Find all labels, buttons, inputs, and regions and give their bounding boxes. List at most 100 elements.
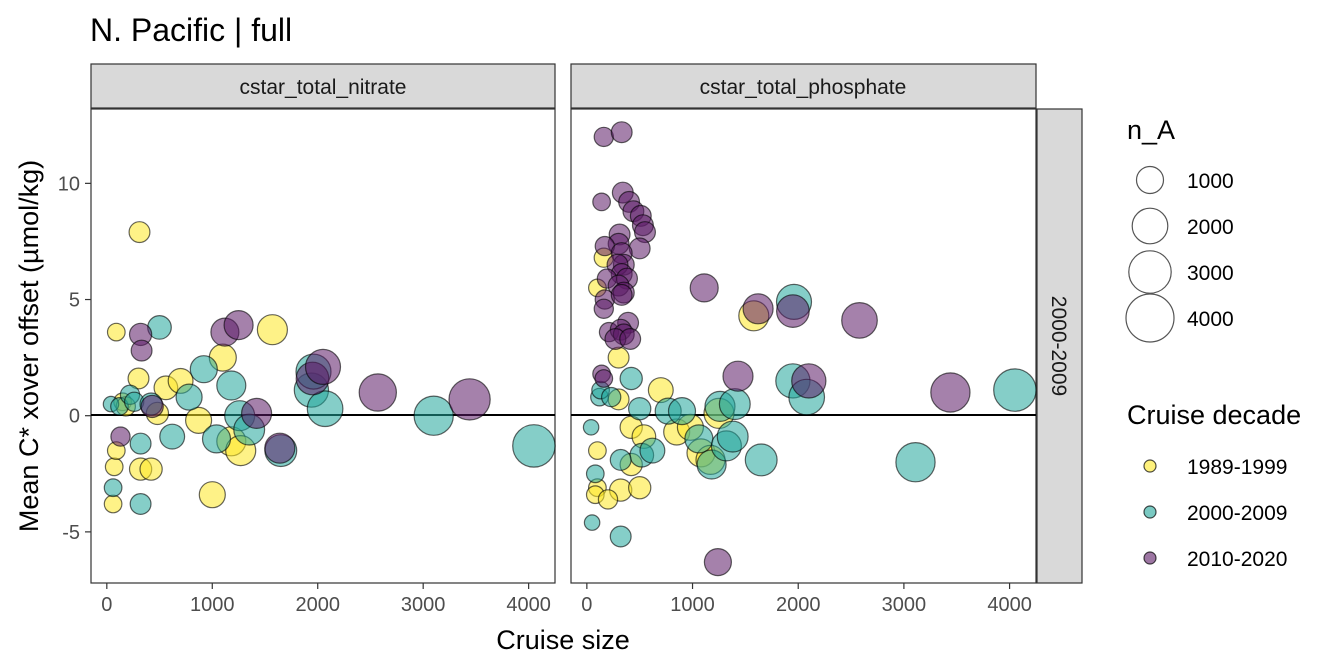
color-legend-key-2 — [1143, 551, 1157, 565]
color-legend-key-0 — [1143, 459, 1157, 473]
color-legend-label-1: 2000-2009 — [1187, 502, 1287, 525]
y-tick-label-3: 10 — [58, 173, 80, 195]
y-tick-label-0: -5 — [62, 522, 80, 544]
strip-right-label: cstar_total_phosphate — [700, 76, 907, 99]
strip-left-label: cstar_total_nitrate — [240, 76, 407, 99]
point-right-40 — [895, 442, 936, 483]
point-right-46 — [593, 126, 615, 148]
point-right-25 — [628, 397, 652, 421]
point-right-19 — [597, 489, 619, 510]
point-right-84 — [930, 372, 971, 413]
point-right-16 — [588, 441, 607, 461]
point-left-44 — [110, 426, 131, 447]
point-left-0 — [128, 221, 151, 244]
size-legend-label-2: 3000 — [1187, 262, 1234, 285]
point-right-77 — [594, 369, 614, 388]
point-right-34 — [716, 420, 749, 453]
point-left-25 — [175, 383, 203, 411]
point-left-28 — [216, 370, 247, 401]
point-left-42 — [130, 339, 153, 362]
size-legend-title: n_A — [1127, 115, 1175, 145]
x-tick-label-right-2: 2000 — [776, 594, 821, 616]
axes: 0 1000 2000 3000 4000 0 1000 2000 3000 4000 -5 0 5 10 — [58, 173, 1032, 616]
color-legend: Cruise decade 1989-1999 2000-2009 2010-202… — [1127, 400, 1301, 571]
point-right-2 — [607, 346, 630, 369]
point-left-51 — [358, 373, 397, 412]
point-left-39 — [103, 478, 123, 498]
point-right-43 — [583, 514, 601, 531]
point-right-42 — [585, 464, 605, 484]
point-left-26 — [189, 355, 218, 384]
size-legend-key-2 — [1128, 250, 1172, 294]
point-right-20 — [582, 418, 600, 436]
x-tick-label-left-3: 3000 — [401, 594, 446, 616]
x-tick-label-right-1: 1000 — [670, 594, 715, 616]
x-tick-label-right-0: 0 — [581, 594, 592, 616]
point-left-15 — [139, 457, 163, 481]
color-legend-label-0: 1989-1999 — [1187, 456, 1287, 479]
strip-left — [90, 63, 556, 109]
color-legend-key-1 — [1143, 505, 1157, 519]
points-left — [102, 221, 556, 516]
panel-right-frame — [570, 108, 1037, 584]
x-tick-label-right-3: 3000 — [882, 594, 927, 616]
point-left-37 — [129, 432, 152, 455]
point-right-15 — [628, 476, 652, 500]
point-left-2 — [127, 367, 150, 390]
point-left-43 — [140, 394, 164, 419]
point-right-36 — [744, 443, 778, 477]
y-axis-title: Mean C* xover offset (µmol/kg) — [14, 160, 44, 532]
point-left-50 — [304, 348, 342, 385]
point-right-45 — [609, 448, 632, 471]
strip-right — [570, 63, 1037, 109]
panel-left-frame — [90, 108, 556, 584]
point-right-81 — [841, 302, 878, 339]
point-left-38 — [129, 493, 152, 516]
point-right-58 — [628, 237, 651, 260]
point-right-85 — [703, 547, 733, 577]
x-axis-title: Cruise size — [496, 625, 630, 655]
point-right-41 — [993, 368, 1037, 412]
color-legend-title: Cruise decade — [1127, 400, 1301, 430]
point-right-24 — [619, 366, 643, 391]
chart-title: N. Pacific | full — [90, 12, 292, 48]
point-left-8 — [185, 406, 213, 434]
point-left-27 — [201, 424, 232, 454]
point-right-29 — [667, 397, 697, 426]
point-right-78 — [689, 273, 719, 303]
point-left-1 — [106, 322, 126, 342]
point-left-46 — [223, 310, 254, 341]
point-right-82 — [722, 360, 754, 392]
point-left-16 — [104, 457, 124, 477]
point-left-47 — [241, 397, 273, 429]
size-legend-key-1 — [1131, 207, 1169, 245]
y-tick-label-2: 5 — [69, 290, 80, 312]
point-right-30 — [684, 424, 714, 454]
point-left-35 — [413, 395, 454, 436]
point-right-35 — [718, 388, 751, 421]
size-legend-label-1: 2000 — [1187, 216, 1234, 239]
point-right-23 — [601, 386, 622, 408]
color-legend-label-2: 2010-2020 — [1187, 548, 1287, 571]
point-right-27 — [639, 437, 666, 464]
point-left-13 — [198, 481, 226, 509]
point-right-48 — [592, 192, 611, 212]
point-left-48 — [264, 432, 296, 464]
row-strip-label: 2000-2009 — [1047, 296, 1070, 396]
size-legend-key-3 — [1125, 293, 1175, 343]
point-left-36 — [512, 424, 556, 468]
x-tick-label-left-2: 2000 — [295, 594, 340, 616]
point-left-24 — [159, 423, 186, 450]
x-tick-label-left-4: 4000 — [506, 594, 551, 616]
point-right-44 — [609, 525, 632, 548]
point-right-79 — [742, 293, 774, 325]
point-left-34 — [306, 390, 344, 428]
size-legend-key-0 — [1135, 165, 1165, 195]
point-right-80 — [776, 294, 810, 329]
points-right — [582, 121, 1037, 577]
x-tick-label-left-1: 1000 — [190, 594, 235, 616]
point-left-52 — [448, 378, 491, 421]
point-right-75 — [619, 328, 642, 351]
row-strip — [1036, 108, 1083, 584]
